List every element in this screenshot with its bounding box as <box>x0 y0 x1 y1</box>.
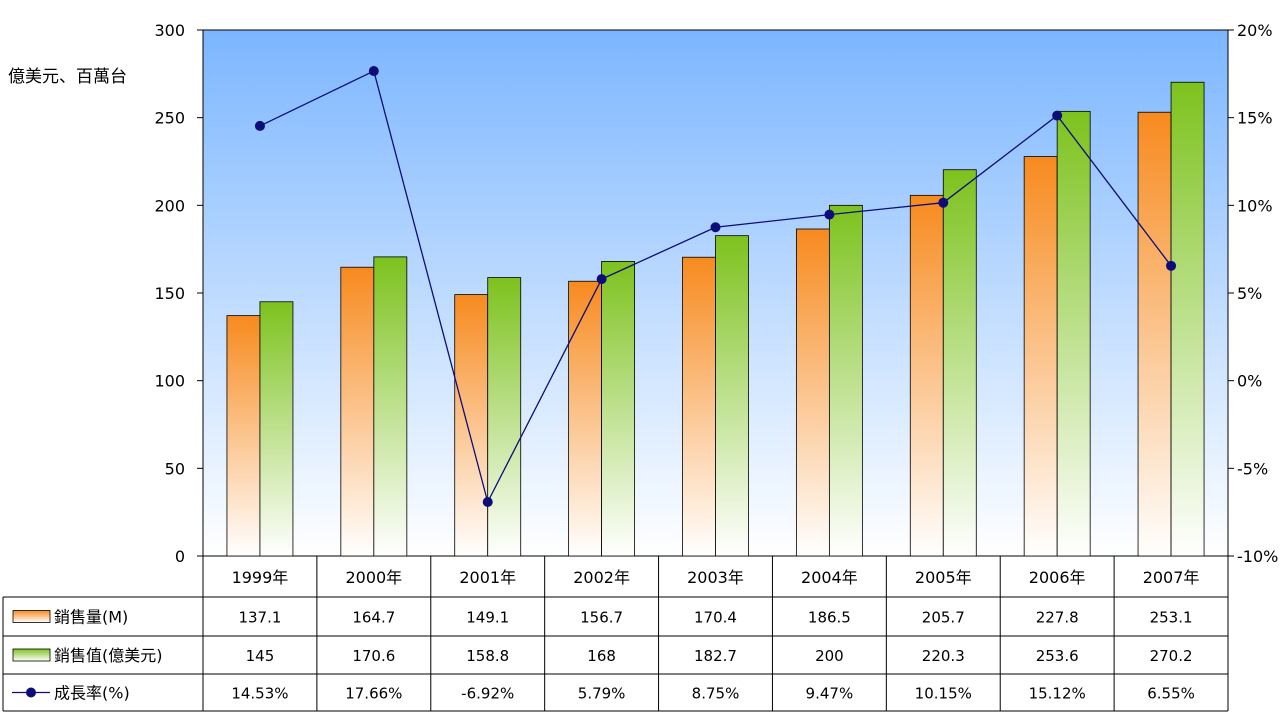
y-tick-label: 150 <box>154 284 185 303</box>
bar <box>909 194 944 557</box>
data-label: -6.92% <box>461 685 514 703</box>
bar <box>1170 81 1205 557</box>
y2-tick-label: 20% <box>1237 21 1273 40</box>
y-tick-label: 100 <box>154 372 185 391</box>
data-label: 156.7 <box>580 609 623 627</box>
bar <box>682 256 716 557</box>
data-label: 14.53% <box>231 685 288 703</box>
legend-label: 銷售量(M) <box>54 608 128 627</box>
data-label: 170.4 <box>694 609 737 627</box>
bar <box>1056 110 1091 557</box>
legend-key <box>12 648 51 662</box>
bar <box>568 280 603 557</box>
y2-tick-label: 15% <box>1237 109 1273 128</box>
data-label: 145 <box>246 647 275 665</box>
x-tick-label: 2007年 <box>1143 568 1200 587</box>
y2-tick-label: 5% <box>1237 284 1262 303</box>
y-tick-label: 0 <box>175 547 185 566</box>
data-label: 5.79% <box>578 685 626 703</box>
legend-key-marker <box>26 687 36 698</box>
bar <box>795 228 830 557</box>
bar <box>942 169 977 557</box>
data-label: 270.2 <box>1150 647 1193 665</box>
data-label: 9.47% <box>806 685 854 703</box>
y-axis-title: 億美元、百萬台 <box>8 67 127 87</box>
data-label: 186.5 <box>808 609 851 627</box>
x-tick-label: 1999年 <box>232 568 289 587</box>
data-label: 170.6 <box>352 647 395 665</box>
y-tick-label: 300 <box>154 21 185 40</box>
bar <box>226 315 261 557</box>
bar <box>715 235 749 557</box>
data-label: 10.15% <box>915 685 972 703</box>
x-tick-label: 2003年 <box>687 568 744 587</box>
bar <box>1137 111 1172 557</box>
data-label: 253.6 <box>1036 647 1079 665</box>
legend-key <box>12 610 51 623</box>
data-label: 200 <box>815 647 844 665</box>
legend-label: 銷售值(億美元) <box>54 646 163 665</box>
bar <box>487 277 522 557</box>
data-label: 164.7 <box>352 609 395 627</box>
growth-point <box>596 274 607 285</box>
x-tick-label: 2002年 <box>573 568 630 587</box>
data-label: 158.8 <box>466 647 509 665</box>
legend-label: 成長率(%) <box>54 684 130 703</box>
growth-point <box>1166 260 1177 271</box>
data-label: 6.55% <box>1147 685 1195 703</box>
data-label: 227.8 <box>1036 609 1079 627</box>
data-label: 15.12% <box>1029 685 1086 703</box>
growth-point <box>824 209 835 220</box>
y2-tick-label: -10% <box>1237 547 1278 566</box>
data-label: 182.7 <box>694 647 737 665</box>
bar <box>373 256 408 557</box>
y-tick-label: 250 <box>154 109 185 128</box>
data-label: 137.1 <box>238 609 281 627</box>
y-tick-label: 200 <box>154 196 185 215</box>
data-label: 149.1 <box>466 609 509 627</box>
data-label: 8.75% <box>692 685 740 703</box>
growth-point <box>938 197 949 208</box>
x-tick-label: 2001年 <box>459 568 516 587</box>
y2-tick-label: 10% <box>1237 196 1273 215</box>
bar <box>1023 156 1058 557</box>
y-tick-label: 50 <box>165 459 185 478</box>
growth-point <box>482 496 493 507</box>
data-label: 220.3 <box>922 647 965 665</box>
bar <box>828 204 863 557</box>
bar <box>340 266 375 557</box>
y2-tick-label: 0% <box>1237 372 1262 391</box>
x-tick-label: 2006年 <box>1029 568 1086 587</box>
growth-point <box>710 222 721 233</box>
x-tick-label: 2000年 <box>345 568 402 587</box>
growth-point <box>368 66 379 77</box>
x-tick-label: 2005年 <box>915 568 972 587</box>
bar <box>454 294 489 557</box>
y2-tick-label: -5% <box>1237 459 1268 478</box>
bar <box>259 301 294 557</box>
x-tick-label: 2004年 <box>801 568 858 587</box>
growth-point <box>254 120 265 131</box>
data-label: 17.66% <box>345 685 402 703</box>
data-label: 253.1 <box>1150 609 1193 627</box>
bar <box>601 261 636 557</box>
growth-point <box>1052 110 1063 121</box>
data-label: 205.7 <box>922 609 965 627</box>
data-label: 168 <box>587 647 616 665</box>
